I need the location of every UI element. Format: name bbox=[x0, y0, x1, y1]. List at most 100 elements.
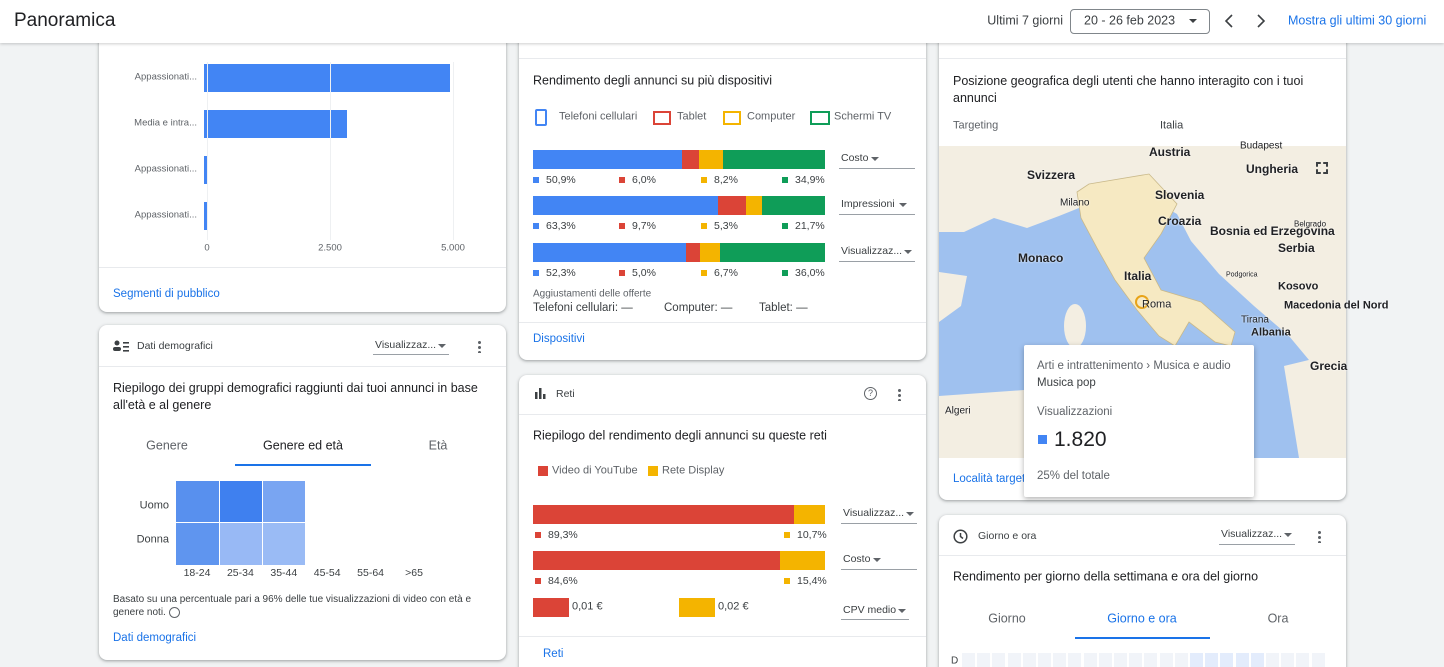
tooltip bbox=[1024, 345, 1254, 497]
x-tick-label: 2.500 bbox=[318, 242, 342, 254]
legend-swatch bbox=[782, 177, 788, 183]
card-subtitle: Rendimento degli annunci su più disposit… bbox=[533, 73, 773, 88]
networks-link[interactable]: Reti bbox=[543, 648, 564, 661]
metric-dropdown[interactable]: Visualizzaz... bbox=[375, 338, 437, 351]
legend-swatch bbox=[782, 270, 788, 276]
nav-arrows[interactable] bbox=[1222, 13, 1272, 29]
category-label: Appassionati... bbox=[134, 163, 197, 175]
location-link[interactable]: Località target bbox=[953, 473, 1026, 486]
demographics-link[interactable]: Dati demografici bbox=[113, 632, 197, 645]
card-title: Giorno e ora bbox=[978, 529, 1037, 542]
tab-indicator bbox=[235, 464, 371, 466]
bar-segment bbox=[699, 150, 724, 169]
divider bbox=[519, 636, 926, 637]
card-title: Reti bbox=[556, 387, 575, 400]
metric-dropdown[interactable]: CPV medio bbox=[843, 603, 897, 616]
tab-selected[interactable]: Giorno e ora bbox=[1107, 611, 1177, 626]
tooltip-path: Arti e intrattenimento › Musica e audio bbox=[1037, 360, 1231, 373]
hour-cell bbox=[1220, 653, 1234, 667]
help-icon[interactable] bbox=[168, 606, 180, 618]
metric-dropdown[interactable]: Impressioni bbox=[841, 197, 895, 210]
dropdown-line bbox=[841, 523, 917, 524]
tab[interactable]: Giorno bbox=[988, 611, 1026, 626]
bar-segment bbox=[780, 551, 825, 570]
legend-swatch bbox=[533, 270, 539, 276]
metric-dropdown[interactable]: Visualizzaz... bbox=[841, 244, 903, 257]
caret bbox=[438, 344, 446, 348]
column-label: 35-44 bbox=[270, 566, 298, 579]
card-subtitle: Posizione geografica degli utenti che ha… bbox=[953, 74, 1304, 105]
map-label: Svizzera bbox=[1027, 167, 1076, 182]
row-label: Uomo bbox=[139, 499, 169, 512]
hour-cell bbox=[1311, 653, 1325, 667]
map-label: Belgrado bbox=[1294, 219, 1327, 229]
hour-cell bbox=[1038, 653, 1051, 667]
italy bbox=[1076, 173, 1236, 347]
legend-swatch bbox=[701, 270, 707, 276]
tab[interactable]: Età bbox=[428, 438, 448, 453]
divider bbox=[519, 414, 926, 415]
adjustment: Telefoni cellulari: — bbox=[533, 302, 633, 315]
category-label: Appassionati... bbox=[134, 209, 197, 221]
menu-button[interactable] bbox=[898, 388, 901, 401]
value-label: 8,2% bbox=[714, 173, 738, 186]
bar-segment bbox=[533, 243, 686, 262]
hour-cell bbox=[1190, 653, 1203, 667]
legend-icon bbox=[653, 111, 671, 125]
metric-dropdown[interactable]: Costo bbox=[843, 552, 871, 565]
audience-link[interactable]: Segmenti di pubblico bbox=[113, 288, 220, 301]
value-label: 21,7% bbox=[795, 219, 825, 232]
legend-icon bbox=[535, 109, 547, 126]
tooltip-metric: Visualizzazioni bbox=[1037, 406, 1113, 419]
map-label: Grecia bbox=[1310, 358, 1348, 373]
row-label: D bbox=[951, 655, 959, 667]
menu-button[interactable] bbox=[478, 340, 481, 353]
bar-segment bbox=[685, 243, 701, 262]
metric-dropdown[interactable]: Visualizzaz... bbox=[1221, 527, 1283, 540]
range-label: Ultimi 7 giorni bbox=[987, 13, 1063, 28]
tab[interactable]: Ora bbox=[1267, 611, 1289, 626]
bar-segment bbox=[681, 150, 700, 169]
hour-cell bbox=[1053, 653, 1067, 667]
legend-swatch bbox=[535, 578, 541, 584]
map-label: Slovenia bbox=[1155, 187, 1205, 202]
hour-cell bbox=[1281, 653, 1295, 667]
card-subtitle: Riepilogo dei gruppi demografici raggiun… bbox=[113, 381, 478, 412]
divider bbox=[519, 58, 926, 59]
tab[interactable]: Genere bbox=[146, 438, 188, 453]
hour-cell bbox=[992, 653, 1006, 667]
x-tick-label: 0 bbox=[204, 242, 210, 254]
hour-cell bbox=[1129, 653, 1143, 667]
range-link[interactable]: Mostra gli ultimi 30 giorni bbox=[1288, 13, 1427, 28]
map-label: Algeri bbox=[945, 405, 971, 417]
map[interactable] bbox=[939, 146, 1346, 458]
tab-indicator bbox=[1075, 637, 1210, 639]
x-tick-label: 5.000 bbox=[441, 242, 465, 254]
value-label: 89,3% bbox=[548, 528, 578, 541]
land bbox=[939, 272, 967, 322]
metric-dropdown[interactable]: Costo bbox=[841, 151, 869, 164]
column-label: 45-54 bbox=[313, 566, 341, 579]
devices-link[interactable]: Dispositivi bbox=[533, 333, 585, 346]
divider bbox=[939, 58, 1346, 59]
hour-cell bbox=[1068, 653, 1082, 667]
hour-cell bbox=[1235, 653, 1249, 667]
date-picker[interactable] bbox=[1070, 9, 1210, 34]
adjust-title: Aggiustamenti delle offerte bbox=[533, 288, 652, 300]
legend-swatch bbox=[701, 223, 707, 229]
tab-selected[interactable]: Genere ed età bbox=[263, 438, 343, 453]
hour-cell bbox=[1266, 653, 1279, 667]
caret bbox=[873, 558, 881, 562]
heat-cell bbox=[263, 481, 305, 522]
bar-segment bbox=[533, 551, 781, 570]
hour-cell bbox=[1205, 653, 1219, 667]
value-label: 34,9% bbox=[795, 173, 825, 186]
metric-dropdown[interactable]: Visualizzaz... bbox=[843, 506, 905, 519]
column-label: 55-64 bbox=[357, 566, 385, 579]
value-label: 36,0% bbox=[795, 266, 825, 279]
bar-segment bbox=[719, 243, 825, 262]
help-icon[interactable]: ? bbox=[864, 387, 877, 400]
menu-button[interactable] bbox=[1318, 530, 1321, 543]
hour-cell bbox=[1296, 653, 1310, 667]
caret bbox=[1284, 533, 1292, 537]
